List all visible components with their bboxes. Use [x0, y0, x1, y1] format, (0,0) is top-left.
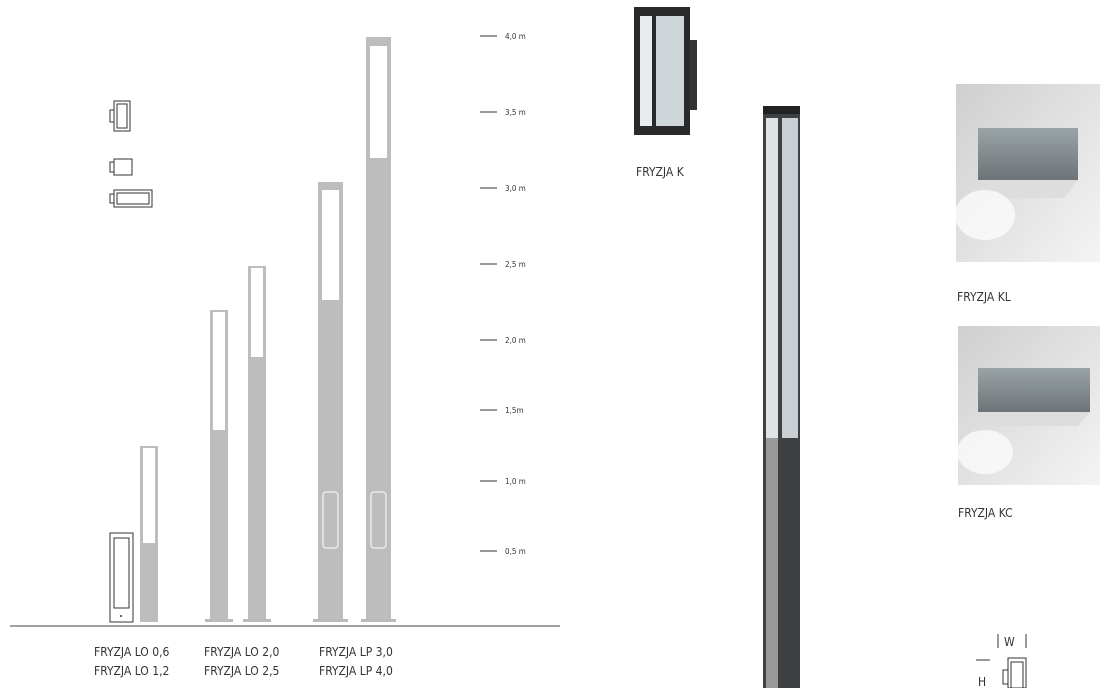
group-label: FRYZJA LP 3,0	[319, 645, 393, 659]
dimension-width: W	[1004, 635, 1015, 649]
product-kc-image	[957, 326, 1100, 485]
group-label: FRYZJA LO 2,0	[204, 645, 280, 659]
dimension-icon	[976, 634, 1027, 688]
pole-detail	[763, 106, 800, 688]
scale-label: 3,0 m	[505, 184, 526, 193]
scale-ticks	[480, 35, 497, 552]
scale-label: 1,5m	[505, 406, 523, 415]
scale-label: 4,0 m	[505, 32, 526, 41]
product-label: FRYZJA KL	[957, 290, 1011, 304]
group-labels: FRYZJA LO 0,6 FRYZJA LO 1,2 FRYZJA LO 2,…	[94, 645, 393, 678]
scale-label: 2,5 m	[505, 260, 526, 269]
product-k-image	[634, 7, 697, 135]
poles	[109, 37, 396, 623]
product-label: FRYZJA KC	[958, 506, 1013, 520]
group-label: FRYZJA LP 4,0	[319, 664, 393, 678]
scale-label: 2,0 m	[505, 336, 526, 345]
product-kl-image	[955, 84, 1100, 262]
group-label: FRYZJA LO 0,6	[94, 645, 170, 659]
scale-labels: 4,0 m 3,5 m 3,0 m 2,5 m 2,0 m 1,5m 1,0 m…	[505, 32, 526, 556]
scale-label: 3,5 m	[505, 108, 526, 117]
wall-icons	[109, 100, 153, 208]
group-label: FRYZJA LO 2,5	[204, 664, 279, 678]
scale-label: 1,0 m	[505, 477, 526, 486]
dimension-height: H	[978, 675, 986, 688]
product-label: FRYZJA K	[636, 165, 685, 179]
scale-label: 0,5 m	[505, 547, 526, 556]
group-label: FRYZJA LO 1,2	[94, 664, 169, 678]
